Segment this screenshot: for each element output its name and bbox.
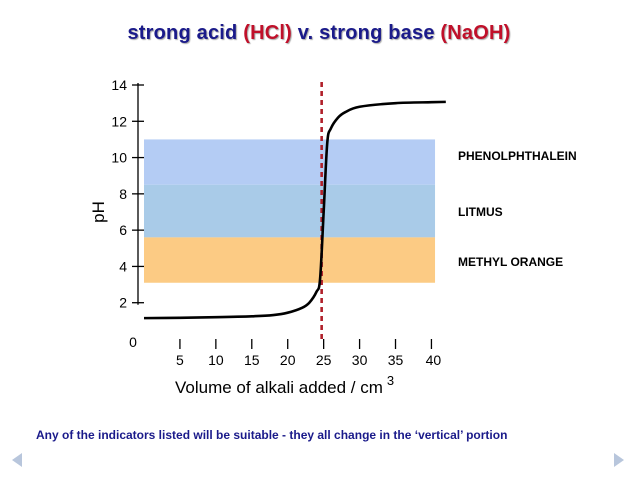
y-axis-title: pH: [89, 201, 108, 223]
y-tick-label: 6: [119, 222, 127, 238]
triangle-left-icon[interactable]: [12, 453, 22, 467]
x-tick-label: 35: [388, 352, 404, 368]
triangle-right-icon[interactable]: [614, 453, 624, 467]
title-formula-acid: (HCl): [243, 22, 292, 44]
x-ticks: 5 10 15 20 25 30 35 40: [176, 339, 441, 368]
indicator-labels: PHENOLPHTHALEIN LITMUS METHYL ORANGE: [458, 149, 577, 269]
x-axis-title: Volume of alkali added / cm 3: [175, 373, 394, 397]
caption-text: Any of the indicators listed will be sui…: [36, 428, 508, 442]
indicator-bands: [144, 139, 436, 283]
indicator-label-litmus: LITMUS: [458, 205, 503, 219]
indicator-label-methyl-orange: METHYL ORANGE: [458, 255, 563, 269]
y-ticks: 2 4 6 8 10 12 14: [111, 77, 144, 311]
x-tick-label: 15: [244, 352, 260, 368]
y-tick-label: 12: [111, 113, 127, 129]
indicator-label-phenolphthalein: PHENOLPHTHALEIN: [458, 149, 577, 163]
y-tick-label: 4: [119, 258, 127, 274]
y-tick-label: 10: [111, 150, 127, 166]
y-tick-label: 14: [111, 77, 127, 93]
indicator-band-litmus: [144, 184, 436, 238]
title-part-base: v. strong base: [291, 22, 441, 44]
slide-title: strong acid (HCl) v. strong base (NaOH): [0, 22, 638, 45]
indicator-band-methyl-orange: [144, 237, 436, 283]
x-axis-title-text: Volume of alkali added / cm: [175, 378, 383, 397]
title-formula-base: (NaOH): [440, 22, 511, 44]
x-tick-label: 10: [208, 352, 224, 368]
y-tick-label: 2: [119, 295, 127, 311]
titration-chart: PHENOLPHTHALEIN LITMUS METHYL ORANGE 2 4 6 8 1…: [89, 77, 577, 397]
indicator-band-phenolphthalein: [144, 139, 436, 185]
y-tick-label: 8: [119, 186, 127, 202]
x-axis-title-superscript: 3: [387, 373, 394, 388]
titration-curve: [143, 100, 446, 320]
x-tick-label: 30: [352, 352, 368, 368]
title-part-acid: strong acid: [127, 22, 244, 44]
origin-label: 0: [129, 334, 137, 350]
x-tick-label: 5: [176, 352, 184, 368]
x-tick-label: 25: [316, 352, 332, 368]
x-tick-label: 40: [426, 352, 442, 368]
x-tick-label: 20: [280, 352, 296, 368]
